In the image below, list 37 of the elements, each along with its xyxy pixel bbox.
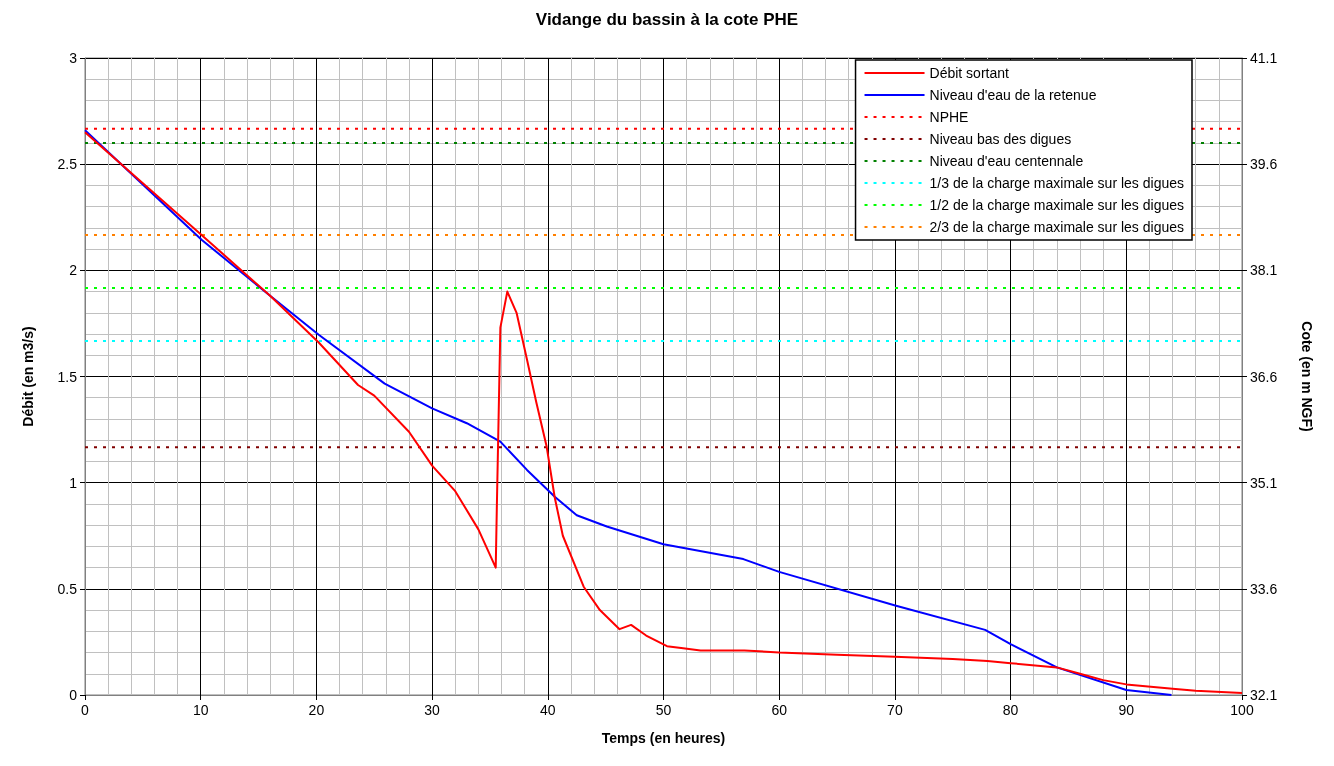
legend-label: 2/3 de la charge maximale sur les digues — [929, 219, 1184, 235]
legend-label: NPHE — [929, 109, 969, 125]
legend-label: Niveau d'eau centennale — [929, 153, 1084, 169]
legend-label: Niveau d'eau de la retenue — [929, 87, 1097, 103]
x-tick-label: 80 — [1002, 702, 1019, 718]
x-tick-label: 50 — [655, 702, 672, 718]
y-tick-label: 0.5 — [57, 580, 78, 597]
y-tick-label: 3 — [69, 50, 78, 66]
legend-label: 1/3 de la charge maximale sur les digues — [929, 175, 1184, 191]
x-tick-label: 60 — [771, 702, 788, 718]
y2-tick-label: 41.1 — [1250, 50, 1278, 66]
y2-tick-label: 33.6 — [1250, 580, 1278, 597]
x-tick-label: 70 — [887, 702, 903, 718]
x-tick-label: 10 — [192, 702, 209, 718]
y-axis-title: Débit (en m3/s) — [20, 326, 36, 427]
x-tick-label: 20 — [308, 702, 325, 718]
x-tick-label: 100 — [1230, 702, 1254, 718]
legend-label: Débit sortant — [929, 65, 1010, 81]
x-tick-label: 0 — [81, 702, 90, 718]
x-tick-label: 30 — [424, 702, 441, 718]
y-tick-label: 2.5 — [57, 156, 78, 173]
legend-label: 1/2 de la charge maximale sur les digues — [929, 197, 1184, 213]
x-tick-label: 40 — [540, 702, 556, 718]
x-axis-title: Temps (en heures) — [601, 730, 726, 746]
y-tick-label: 1 — [69, 474, 78, 491]
y2-tick-label: 35.1 — [1250, 474, 1278, 491]
chart-title: Vidange du bassin à la cote PHE — [535, 10, 799, 29]
y2-tick-label: 39.6 — [1250, 156, 1278, 173]
y2-tick-label: 36.6 — [1250, 368, 1278, 385]
legend-label: Niveau bas des digues — [929, 131, 1072, 147]
y-tick-label: 1.5 — [57, 368, 78, 385]
x-tick-label: 90 — [1118, 702, 1135, 718]
y2-tick-label: 38.1 — [1250, 262, 1278, 279]
y-tick-label: 2 — [69, 262, 78, 279]
y2-axis-title: Cote (en m NGF) — [1299, 321, 1315, 432]
y-tick-label: 0 — [69, 687, 78, 703]
y2-tick-label: 32.1 — [1250, 687, 1278, 703]
